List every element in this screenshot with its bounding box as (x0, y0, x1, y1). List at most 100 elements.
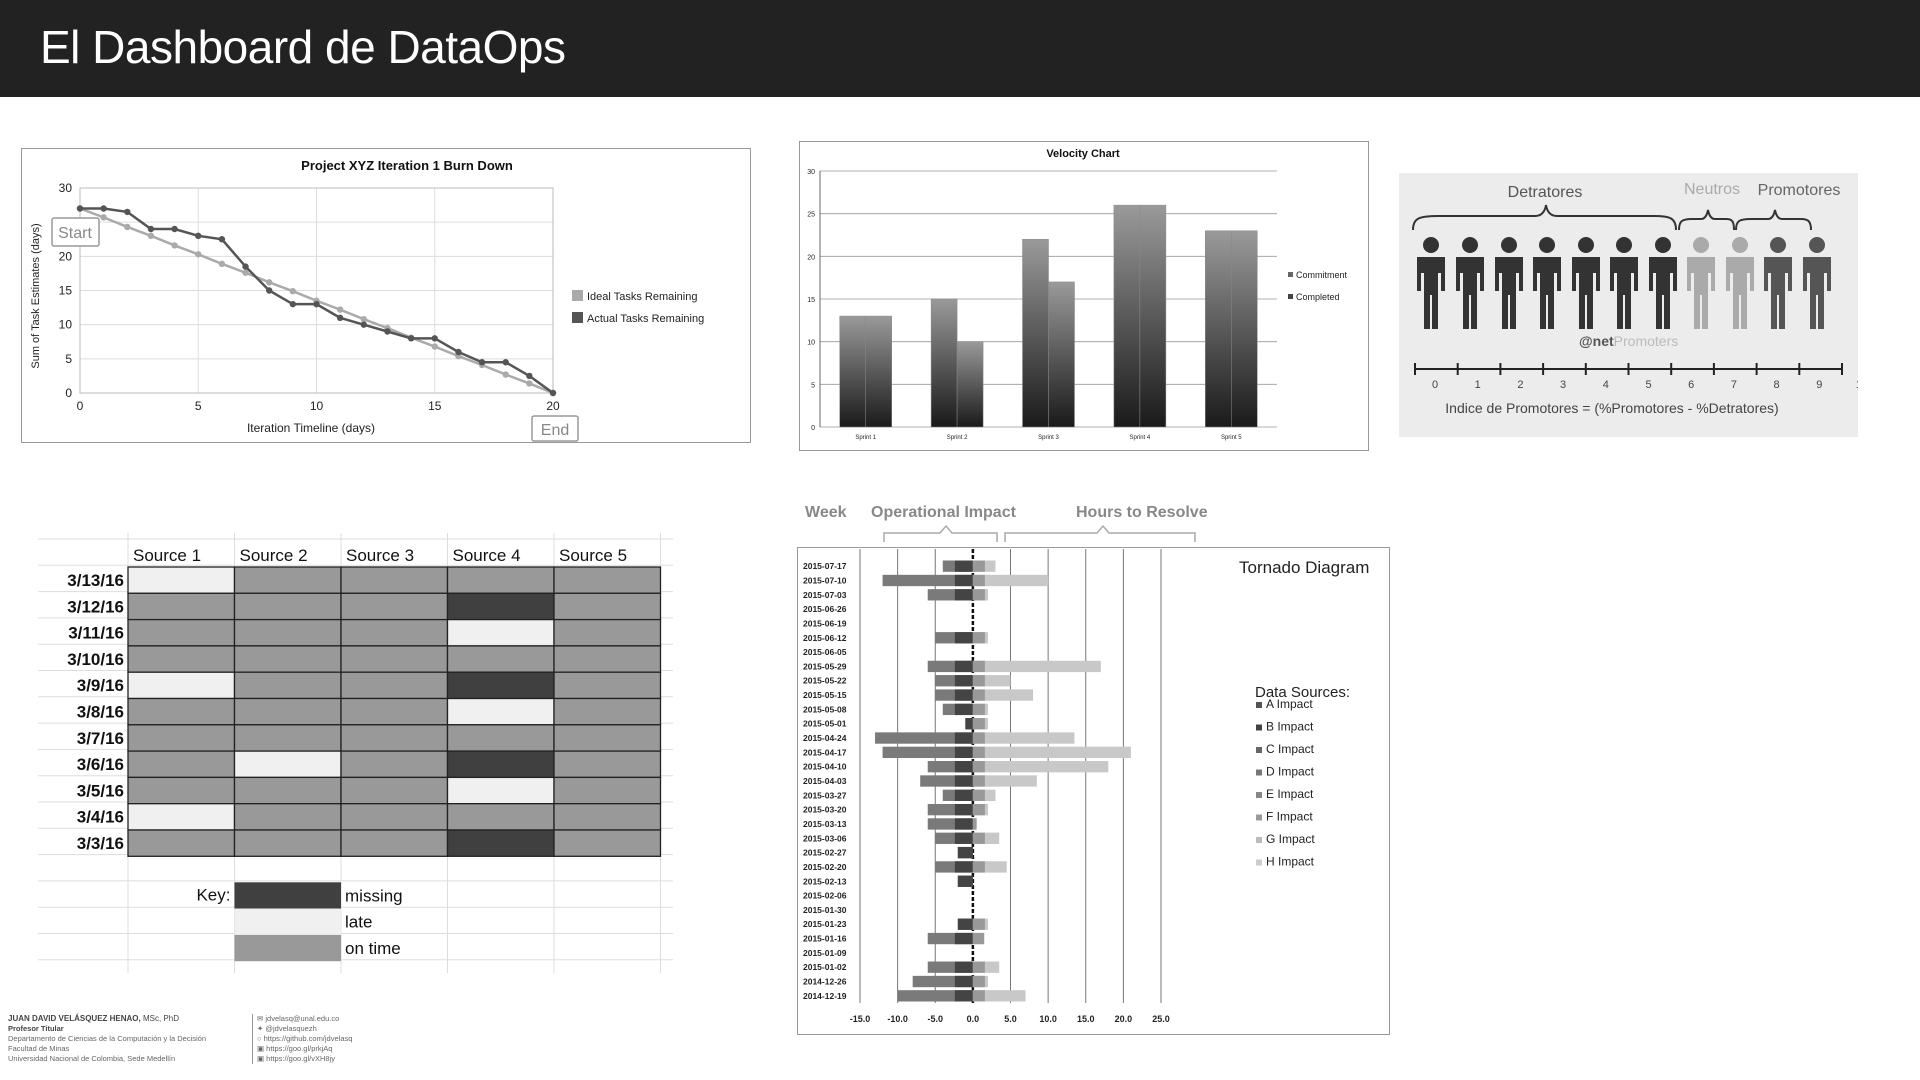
impact-bar-segment (954, 775, 973, 787)
status-cell (340, 618, 449, 647)
hours-bar-segment (972, 789, 985, 801)
hours-bar-segment (972, 832, 985, 844)
hours-bar-segment (972, 975, 985, 988)
hours-bar (972, 961, 1000, 973)
impact-bar-segment (954, 932, 973, 945)
week-label: 2014-12-19 (803, 991, 847, 1001)
impact-bar-segment (957, 875, 973, 887)
neutrals-brace (1678, 209, 1735, 231)
burndown-chart: Project XYZ Iteration 1 Burn Down 0 5 10 15… (21, 148, 751, 443)
key-text: on time (345, 939, 401, 958)
status-cell (127, 803, 236, 831)
x-tick-label: 10 (310, 399, 324, 413)
impact-bar (927, 932, 973, 945)
week-label: 2015-06-12 (803, 633, 847, 643)
x-tick-label: 15.0 (1077, 1014, 1095, 1024)
impact-bar-segment (954, 803, 973, 816)
data-point (242, 263, 249, 270)
hours-bar-segment (972, 732, 985, 744)
data-point (289, 300, 297, 308)
person-icon (1495, 237, 1523, 329)
legend-swatch (1256, 837, 1262, 843)
heatmap-panel: Source 1 Source 2 Source 3 Source 4 Source 5… (38, 533, 768, 975)
hours-bar-segment (972, 560, 985, 572)
status-cell (446, 697, 555, 726)
row-label: 3/13/16 (67, 571, 124, 590)
status-cell (553, 776, 662, 805)
status-cell (340, 566, 449, 594)
row-label: 3/11/16 (68, 624, 124, 643)
data-point (100, 214, 107, 221)
status-cell (233, 803, 342, 831)
nps-brand: @netPromoters (1579, 333, 1678, 349)
legend-item: A Impact (1266, 697, 1313, 711)
hours-bar (972, 832, 1000, 844)
scale-label: 8 (1774, 379, 1780, 391)
scale-label: 6 (1688, 379, 1694, 391)
week-label: 2015-03-27 (803, 790, 847, 800)
scale-label: 3 (1560, 379, 1566, 391)
data-point (124, 208, 131, 216)
data-point (336, 306, 344, 313)
hours-bar-segment (972, 818, 977, 830)
velocity-chart-panel: Velocity Chart 0 5 10 15 20 25 30 Sprint 1 Spri… (799, 141, 1369, 451)
hours-bar (972, 861, 1007, 873)
status-cell (233, 750, 342, 779)
status-cell (233, 566, 342, 594)
status-cell (553, 724, 662, 752)
x-tick-label: -5.0 (927, 1014, 943, 1024)
hours-bar (972, 574, 1049, 587)
week-label: 2015-06-19 (803, 618, 847, 628)
impact-bar (927, 660, 973, 673)
scale-label: 0 (1432, 379, 1438, 391)
burndown-legend: Ideal Tasks Remaining Actual Tasks Remai… (572, 290, 704, 325)
hours-bar-segment (972, 803, 985, 816)
legend-item: G Impact (1266, 832, 1315, 846)
y-tick-label: 30 (59, 181, 73, 195)
person-icon (1533, 237, 1561, 329)
status-cell (233, 776, 342, 805)
data-point (455, 348, 462, 356)
legend-item: H Impact (1266, 855, 1315, 869)
impact-bar-segment (954, 789, 973, 801)
legend-swatch (1256, 814, 1262, 821)
impact-bar-segment (954, 703, 973, 716)
hours-bar-segment (972, 660, 985, 673)
data-point (195, 232, 202, 240)
status-cell (553, 803, 662, 831)
status-cell (340, 645, 449, 673)
data-point (502, 371, 509, 378)
hours-bar-segment (972, 990, 985, 1002)
data-point (502, 359, 509, 366)
impact-bar (935, 632, 973, 644)
burndown-xlabel: Iteration Timeline (days) (247, 421, 375, 435)
x-tick-label: 5 (195, 399, 202, 413)
status-cell (127, 566, 236, 594)
hours-bar-segment (972, 574, 985, 587)
status-cell (127, 697, 236, 726)
legend-item: D Impact (1266, 765, 1315, 779)
status-cell (233, 645, 342, 673)
data-point (478, 359, 486, 366)
hours-bar (972, 775, 1037, 787)
week-label: 2015-05-22 (803, 676, 847, 686)
data-point (218, 260, 226, 268)
tornado-header-hours: Hours to Resolve (1076, 504, 1208, 521)
week-label: 2015-06-26 (803, 604, 847, 614)
key-text: missing (345, 886, 403, 905)
tornado-header-impact: Operational Impact (871, 504, 1017, 521)
hours-bar-segment (972, 718, 985, 730)
week-label: 2015-02-27 (803, 848, 847, 858)
impact-bar-segment (954, 732, 973, 744)
status-cell (127, 776, 236, 805)
key-swatch (234, 934, 341, 962)
status-cell (446, 829, 555, 857)
impact-bar (920, 775, 973, 787)
x-tick-label: Sprint 2 (947, 435, 968, 441)
person-icon (1803, 237, 1831, 329)
impact-bar (927, 761, 973, 773)
status-cell (446, 724, 555, 752)
week-label: 2015-01-23 (803, 919, 847, 929)
week-label: 2015-03-06 (803, 833, 847, 843)
page-title: El Dashboard de DataOps (40, 21, 566, 73)
